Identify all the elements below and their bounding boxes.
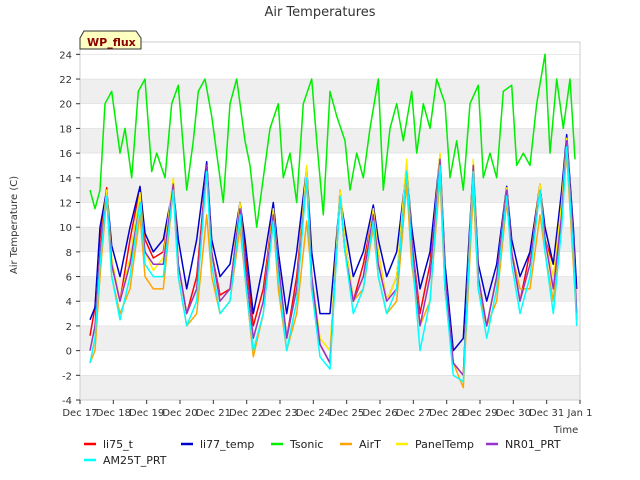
legend: li75_t li77_temp Tsonic AirT PanelTemp NR01_P…	[84, 438, 561, 467]
legend-label-nr01-prt: NR01_PRT	[505, 438, 561, 451]
x-tick-label: Dec 24	[296, 408, 331, 419]
x-tick-label: Dec 25	[329, 408, 364, 419]
x-tick-label: Dec 30	[496, 408, 531, 419]
y-tick-label: 16	[59, 149, 72, 160]
legend-label-li77-temp: li77_temp	[200, 438, 254, 451]
grid-band	[80, 227, 580, 252]
x-tick-label: Dec 31	[529, 408, 564, 419]
series-lines	[89, 53, 578, 389]
legend-label-tsonic: Tsonic	[289, 438, 323, 451]
y-axis-title: Air Temperature (C)	[9, 176, 20, 274]
x-tick-label: Dec 28	[429, 408, 464, 419]
x-tick-label: Dec 17	[62, 408, 97, 419]
grid-band	[80, 128, 580, 154]
x-tick-label: Dec 22	[229, 408, 264, 419]
site-badge: WP_flux	[79, 30, 142, 50]
x-tick-label: Dec 19	[129, 408, 164, 419]
y-tick-label: 18	[59, 124, 72, 135]
y-tick-label: 0	[66, 347, 72, 358]
x-tick-label: Dec 20	[162, 408, 197, 419]
y-tick-label: 20	[59, 100, 72, 111]
grid-band	[80, 375, 580, 400]
y-tick-label: 2	[66, 322, 72, 333]
chart-title: Air Temperatures	[264, 5, 375, 20]
site-badge-label: WP_flux	[87, 36, 136, 49]
x-tick-label: Dec 27	[396, 408, 431, 419]
y-tick-label: 14	[59, 174, 72, 185]
x-axis-title: Time	[553, 425, 578, 436]
legend-label-paneltemp: PanelTemp	[415, 438, 474, 451]
y-tick-label: 6	[66, 273, 72, 284]
x-tick-label: Dec 18	[96, 408, 131, 419]
y-tick-label: -4	[62, 396, 72, 407]
series-line-am25t-prt	[89, 146, 578, 383]
y-tick-label: -2	[62, 371, 72, 382]
y-tick-label: 4	[66, 297, 72, 308]
plot-frame	[79, 41, 581, 401]
series-line-tsonic	[89, 53, 576, 228]
y-tick-label: 10	[59, 223, 72, 234]
y-tick-label: 22	[59, 75, 72, 86]
x-tick-label: Dec 29	[462, 408, 497, 419]
x-tick-label: Dec 23	[262, 408, 297, 419]
legend-label-airt: AirT	[359, 438, 381, 451]
y-tick-label: 24	[59, 50, 72, 61]
x-tick-label: Jan 1	[567, 408, 593, 419]
y-tick-label: 12	[59, 198, 72, 209]
x-tick-label: Dec 26	[362, 408, 397, 419]
y-tick-label: 8	[66, 248, 72, 259]
legend-label-li75-t: li75_t	[103, 438, 134, 451]
grid-band	[80, 177, 580, 203]
x-tick-label: Dec 21	[196, 408, 231, 419]
legend-label-am25t-prt: AM25T_PRT	[103, 454, 167, 467]
